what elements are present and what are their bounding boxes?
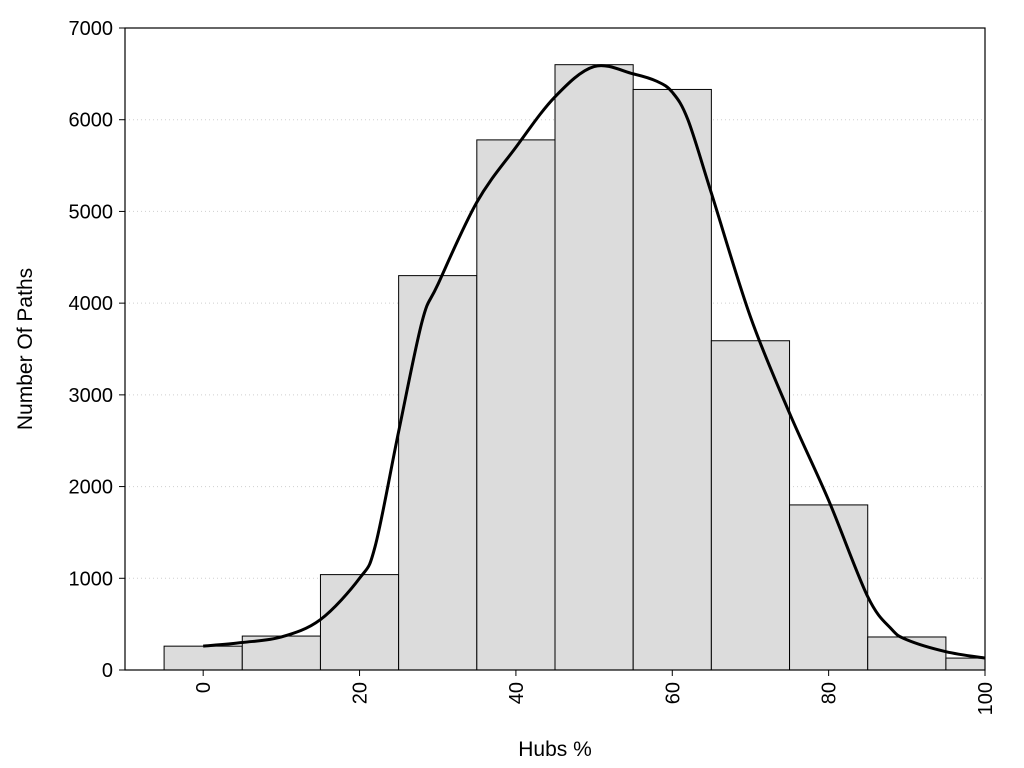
y-tick-label: 3000 — [69, 385, 114, 407]
histogram-bar — [632, 88, 712, 671]
y-axis-ticks: 0 1000 2000 3000 4000 5000 6000 7000 — [69, 18, 125, 682]
y-tick-label: 2000 — [69, 477, 114, 499]
y-tick-label: 6000 — [69, 110, 114, 132]
histogram-bar — [945, 657, 986, 671]
y-tick-label: 4000 — [69, 293, 114, 315]
histogram-bar — [789, 504, 869, 671]
histogram-bar — [241, 635, 321, 671]
x-tick-label: 80 — [819, 682, 841, 704]
plot-frame — [124, 27, 986, 671]
x-tick-label: 0 — [193, 682, 215, 693]
x-tick-label: 60 — [662, 682, 684, 704]
density-curve — [203, 64, 986, 660]
histogram-bar — [554, 64, 634, 671]
histogram-bar — [319, 574, 400, 671]
histogram-bar — [163, 645, 243, 671]
histogram-bar — [867, 636, 947, 671]
x-tick-label: 20 — [350, 682, 372, 704]
histogram-bars — [163, 64, 986, 671]
y-tick-label: 1000 — [69, 568, 114, 590]
x-tick-label: 40 — [506, 682, 528, 704]
x-axis-label: Hubs % — [518, 738, 592, 761]
y-tick-label: 5000 — [69, 201, 114, 223]
histogram-bar — [476, 139, 556, 671]
x-axis-ticks: 0 20 40 60 80 100 — [193, 670, 997, 715]
histogram-bar — [398, 275, 478, 671]
y-tick-label: 7000 — [69, 18, 114, 40]
x-tick-label: 100 — [975, 682, 997, 715]
y-tick-label: 0 — [102, 660, 113, 682]
y-axis-label: Number Of Paths — [14, 268, 37, 430]
histogram-bar — [710, 340, 791, 671]
